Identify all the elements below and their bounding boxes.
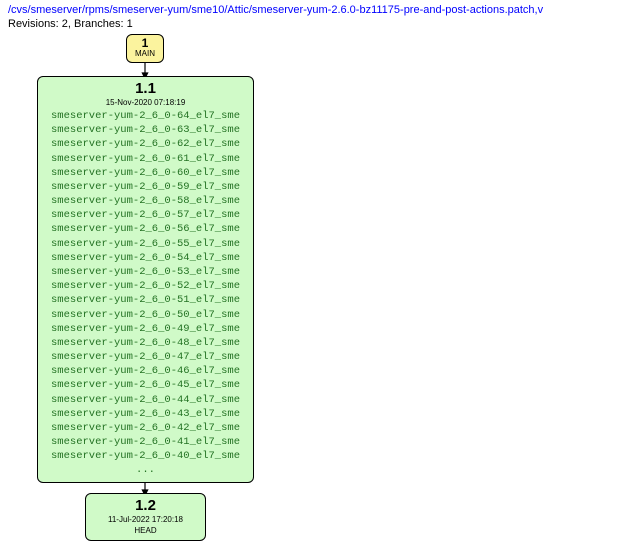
- revision-date: 11-Jul-2022 17:20:18: [92, 515, 199, 525]
- revision-tag: smeserver-yum-2_6_0-53_el7_sme: [44, 265, 247, 279]
- revision-tag: smeserver-yum-2_6_0-60_el7_sme: [44, 166, 247, 180]
- branch-name: MAIN: [133, 50, 157, 58]
- revision-tag: smeserver-yum-2_6_0-59_el7_sme: [44, 180, 247, 194]
- revision-tag: smeserver-yum-2_6_0-42_el7_sme: [44, 421, 247, 435]
- revision-tag: smeserver-yum-2_6_0-40_el7_sme: [44, 449, 247, 463]
- revision-tag: smeserver-yum-2_6_0-62_el7_sme: [44, 137, 247, 151]
- revision-tag: smeserver-yum-2_6_0-50_el7_sme: [44, 308, 247, 322]
- revision-tag-list: smeserver-yum-2_6_0-64_el7_smesmeserver-…: [44, 109, 247, 477]
- revision-tag: smeserver-yum-2_6_0-43_el7_sme: [44, 407, 247, 421]
- revision-number: 1.2: [92, 498, 199, 515]
- branch-node-main[interactable]: 1 MAIN: [126, 34, 164, 63]
- revision-tag: smeserver-yum-2_6_0-47_el7_sme: [44, 350, 247, 364]
- revision-tag: smeserver-yum-2_6_0-46_el7_sme: [44, 364, 247, 378]
- revision-tag: smeserver-yum-2_6_0-54_el7_sme: [44, 251, 247, 265]
- revision-tag: smeserver-yum-2_6_0-55_el7_sme: [44, 237, 247, 251]
- revisions-summary: Revisions: 2, Branches: 1: [8, 18, 133, 30]
- file-path: /cvs/smeserver/rpms/smeserver-yum/sme10/…: [8, 4, 543, 16]
- revision-tag: smeserver-yum-2_6_0-41_el7_sme: [44, 435, 247, 449]
- revision-tag: smeserver-yum-2_6_0-63_el7_sme: [44, 123, 247, 137]
- revision-node-1-1[interactable]: 1.1 15-Nov-2020 07:18:19 smeserver-yum-2…: [37, 76, 254, 483]
- revision-tags-more: ...: [44, 463, 247, 477]
- revision-node-1-2[interactable]: 1.2 11-Jul-2022 17:20:18 HEAD: [85, 493, 206, 541]
- head-label: HEAD: [92, 526, 199, 536]
- revision-date: 15-Nov-2020 07:18:19: [44, 98, 247, 108]
- revision-tag: smeserver-yum-2_6_0-52_el7_sme: [44, 279, 247, 293]
- revision-tag: smeserver-yum-2_6_0-45_el7_sme: [44, 378, 247, 392]
- revision-tag: smeserver-yum-2_6_0-44_el7_sme: [44, 393, 247, 407]
- revision-tag: smeserver-yum-2_6_0-48_el7_sme: [44, 336, 247, 350]
- revision-tag: smeserver-yum-2_6_0-49_el7_sme: [44, 322, 247, 336]
- revision-tag: smeserver-yum-2_6_0-58_el7_sme: [44, 194, 247, 208]
- revision-tag: smeserver-yum-2_6_0-57_el7_sme: [44, 208, 247, 222]
- revision-number: 1.1: [44, 81, 247, 98]
- revision-tag: smeserver-yum-2_6_0-61_el7_sme: [44, 152, 247, 166]
- revision-tag: smeserver-yum-2_6_0-56_el7_sme: [44, 222, 247, 236]
- revision-tag: smeserver-yum-2_6_0-64_el7_sme: [44, 109, 247, 123]
- diagram-root: /cvs/smeserver/rpms/smeserver-yum/sme10/…: [0, 0, 632, 543]
- revision-tag: smeserver-yum-2_6_0-51_el7_sme: [44, 293, 247, 307]
